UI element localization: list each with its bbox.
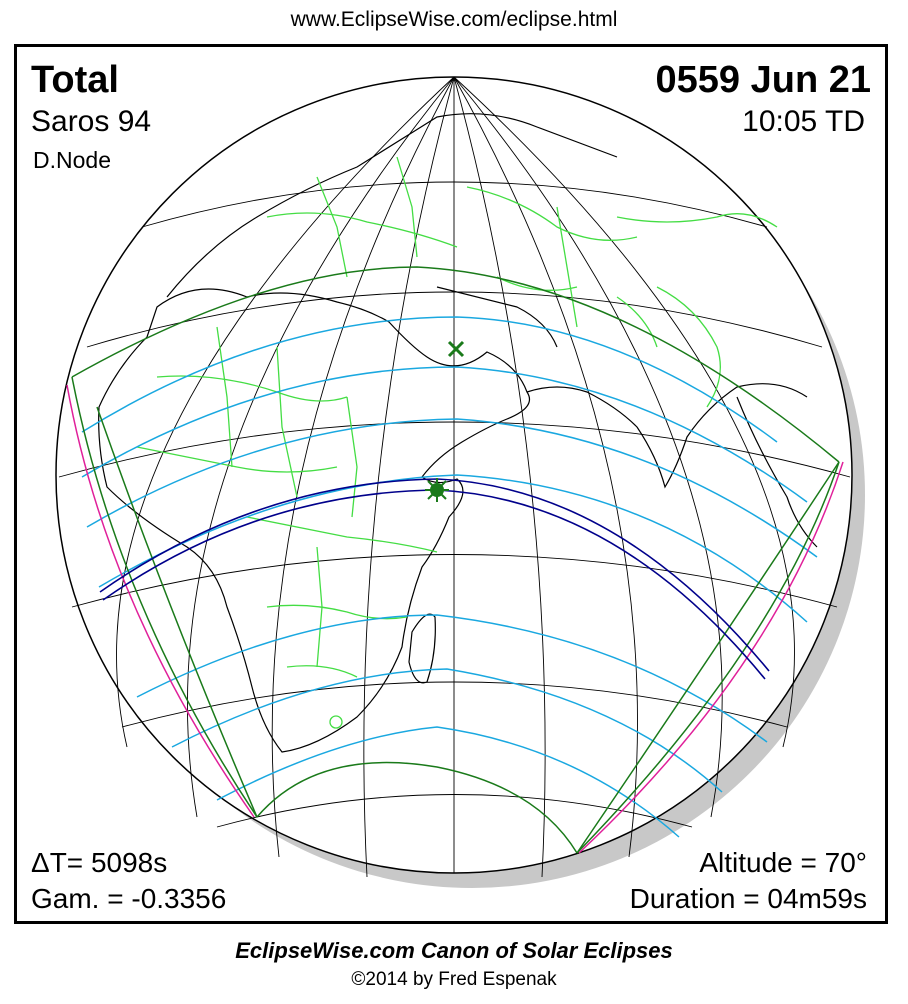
altitude: Altitude = 70° <box>699 847 867 878</box>
saros-number: Saros 94 <box>31 105 152 138</box>
delta-t: ΔT= 5098s <box>31 847 168 878</box>
rise-set-curves <box>66 384 844 854</box>
duration: Duration = 04m59s <box>629 883 867 914</box>
eclipse-date: 0559 Jun 21 <box>655 59 871 101</box>
copyright: ©2014 by Fred Espenak <box>351 969 557 990</box>
partial-eclipse-lines <box>81 316 818 838</box>
node-label: D.Node <box>33 147 111 173</box>
canon-title: EclipseWise.com Canon of Solar Eclipses <box>235 938 673 963</box>
coastlines <box>98 113 818 753</box>
subsolar-point-cross <box>447 340 465 358</box>
eclipse-map-panel: Total Saros 94 D.Node 0559 Jun 21 10:05 … <box>14 44 888 924</box>
country-borders <box>136 156 778 729</box>
greatest-eclipse-star <box>425 478 449 502</box>
gamma: Gam. = -0.3356 <box>31 883 227 914</box>
eclipse-type: Total <box>31 59 119 101</box>
header-url: www.EclipseWise.com/eclipse.html <box>290 8 618 31</box>
globe-map <box>55 76 865 888</box>
eclipse-time: 10:05 TD <box>742 105 865 138</box>
